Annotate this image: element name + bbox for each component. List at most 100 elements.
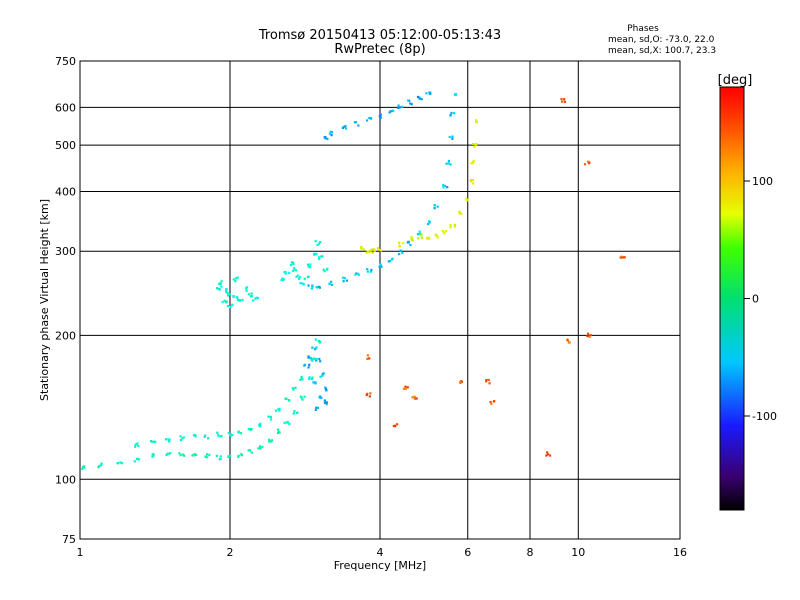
data-point — [398, 245, 401, 248]
data-point — [413, 395, 416, 398]
data-point — [450, 111, 453, 115]
data-point — [291, 261, 295, 264]
data-point — [290, 261, 293, 264]
data-point — [311, 346, 314, 349]
data-point — [310, 358, 313, 361]
data-point — [344, 125, 347, 128]
data-point — [490, 402, 493, 405]
data-point — [330, 131, 334, 134]
data-point — [446, 186, 449, 189]
data-point — [308, 377, 311, 380]
data-point — [225, 290, 228, 294]
data-point — [248, 449, 251, 452]
data-point — [119, 461, 122, 464]
data-point — [136, 457, 139, 461]
data-point — [308, 363, 311, 366]
data-point — [226, 291, 229, 295]
y-tick-label: 750 — [55, 55, 76, 68]
data-point — [229, 434, 233, 437]
data-point — [319, 360, 322, 363]
data-point — [169, 452, 172, 455]
data-point — [220, 280, 223, 283]
data-point — [285, 397, 288, 401]
data-point — [420, 98, 423, 101]
data-point — [329, 130, 332, 133]
data-point — [366, 250, 369, 253]
data-point — [247, 293, 251, 296]
data-point — [307, 366, 310, 369]
data-point — [458, 211, 461, 214]
data-point — [366, 270, 369, 273]
data-point — [137, 444, 140, 447]
data-point — [583, 163, 587, 166]
data-point — [568, 341, 571, 344]
data-point — [218, 282, 221, 285]
data-point — [470, 180, 473, 183]
data-point — [179, 435, 182, 438]
data-point — [257, 447, 260, 450]
data-point — [546, 451, 549, 454]
data-point — [218, 435, 221, 438]
data-point — [167, 438, 170, 441]
data-point — [319, 241, 322, 244]
data-point — [239, 432, 242, 435]
data-point — [291, 269, 295, 272]
scatter-points — [81, 91, 626, 470]
data-point — [234, 277, 238, 280]
data-point — [292, 388, 295, 391]
data-point — [227, 432, 230, 435]
data-point — [330, 280, 333, 283]
data-point — [449, 223, 452, 227]
data-point — [341, 276, 345, 279]
data-point — [168, 440, 171, 443]
data-point — [586, 332, 590, 335]
data-point — [235, 295, 238, 299]
data-point — [319, 375, 322, 378]
data-point — [232, 295, 235, 298]
data-point — [191, 454, 194, 457]
data-point — [416, 95, 420, 99]
data-point — [220, 435, 223, 438]
data-point — [255, 296, 258, 299]
data-point — [322, 268, 325, 271]
data-point — [195, 453, 198, 457]
x-tick-label: 16 — [673, 546, 687, 559]
x-tick-label: 1 — [77, 546, 84, 559]
data-point — [372, 248, 376, 251]
data-point — [388, 260, 392, 263]
data-point — [278, 407, 281, 410]
data-point — [409, 243, 412, 247]
data-point — [284, 272, 287, 275]
data-point — [344, 127, 348, 130]
data-point — [289, 263, 292, 267]
data-point — [402, 387, 405, 390]
grid-lines — [80, 61, 680, 539]
data-point — [588, 161, 591, 164]
data-point — [261, 445, 264, 448]
data-point — [313, 253, 316, 256]
data-point — [259, 423, 262, 426]
data-point — [294, 269, 298, 272]
data-point — [194, 434, 197, 437]
data-point — [326, 137, 329, 140]
data-point — [307, 356, 310, 359]
data-point — [208, 453, 211, 457]
data-point — [410, 238, 413, 241]
data-point — [308, 376, 311, 379]
data-point — [393, 424, 397, 427]
data-point — [401, 105, 404, 108]
data-point — [204, 455, 207, 458]
data-point — [357, 124, 360, 127]
data-point — [277, 408, 280, 411]
data-point — [443, 232, 446, 235]
data-point — [378, 116, 382, 119]
data-point — [229, 305, 232, 309]
data-point — [99, 464, 103, 467]
data-point — [313, 357, 316, 360]
data-point — [229, 433, 232, 436]
data-point — [232, 278, 235, 281]
data-point — [149, 439, 153, 443]
data-point — [318, 395, 321, 399]
data-point — [217, 287, 220, 291]
data-point — [325, 402, 328, 406]
